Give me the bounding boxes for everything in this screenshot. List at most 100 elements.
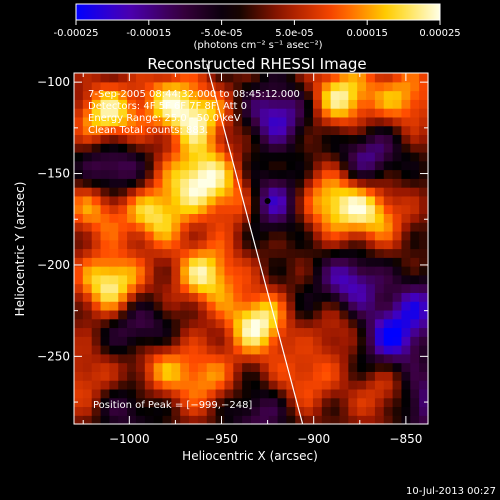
- heatmap-cell: [357, 99, 367, 109]
- heatmap-cell: [91, 230, 102, 241]
- heatmap-cell: [135, 99, 146, 109]
- heatmap-cell: [286, 388, 296, 399]
- heatmap-cell: [118, 213, 128, 223]
- heatmap-cell: [268, 353, 279, 364]
- heatmap-cell: [312, 301, 323, 311]
- heatmap-cell: [144, 125, 155, 136]
- heatmap-cell: [162, 222, 172, 232]
- heatmap-cell: [366, 283, 376, 293]
- heatmap-cell: [100, 301, 110, 311]
- heatmap-cell: [171, 160, 181, 171]
- heatmap-cell: [171, 125, 181, 136]
- heatmap-cell: [321, 309, 332, 320]
- heatmap-cell: [419, 309, 429, 320]
- heatmap-cell: [215, 125, 226, 136]
- heatmap-cell: [224, 90, 234, 100]
- heatmap-cell: [109, 309, 119, 320]
- heatmap-cell: [189, 187, 199, 197]
- heatmap-cell: [118, 230, 128, 241]
- heatmap-cell: [127, 353, 137, 364]
- heatmap-cell: [206, 266, 217, 276]
- heatmap-cell: [171, 116, 181, 127]
- heatmap-cell: [242, 195, 252, 206]
- heatmap-cell: [109, 213, 119, 223]
- heatmap-cell: [259, 116, 270, 127]
- heatmap-cell: [127, 222, 137, 232]
- x-tick-label: −1000: [109, 432, 150, 446]
- heatmap-cell: [277, 318, 287, 329]
- heatmap-cell: [295, 301, 305, 311]
- heatmap-cell: [268, 283, 279, 293]
- heatmap-cell: [82, 230, 93, 241]
- heatmap-cell: [383, 73, 394, 83]
- heatmap-cell: [144, 362, 155, 372]
- heatmap-cell: [233, 380, 243, 390]
- heatmap-cell: [180, 99, 190, 109]
- heatmap-cell: [82, 116, 93, 127]
- heatmap-cell: [82, 318, 93, 329]
- heatmap-cell: [74, 239, 84, 250]
- heatmap-cell: [82, 292, 93, 302]
- heatmap-cell: [233, 345, 243, 355]
- heatmap-cell: [153, 160, 164, 171]
- heatmap-cell: [419, 362, 429, 372]
- heatmap-cell: [162, 239, 172, 250]
- heatmap-cell: [144, 380, 155, 390]
- heatmap-cell: [259, 125, 270, 136]
- heatmap-cell: [339, 151, 349, 162]
- heatmap-cell: [259, 151, 270, 162]
- heatmap-cell: [366, 204, 376, 214]
- heatmap-cell: [135, 134, 146, 144]
- heatmap-cell: [109, 336, 119, 346]
- heatmap-cell: [339, 204, 349, 214]
- heatmap-cell: [295, 266, 305, 276]
- heatmap-cell: [401, 266, 411, 276]
- heatmap-cell: [277, 274, 287, 285]
- heatmap-cell: [339, 362, 349, 372]
- heatmap-cell: [330, 327, 341, 337]
- heatmap-cell: [374, 108, 385, 118]
- heatmap-cell: [295, 388, 305, 399]
- heatmap-cell: [144, 230, 155, 241]
- heatmap-cell: [357, 318, 367, 329]
- heatmap-cell: [348, 266, 358, 276]
- heatmap-cell: [171, 309, 181, 320]
- heatmap-cell: [135, 169, 146, 179]
- heatmap-cell: [392, 204, 403, 214]
- heatmap-cell: [206, 353, 217, 364]
- heatmap-cell: [312, 274, 323, 285]
- heatmap-cell: [304, 178, 314, 188]
- heatmap-cell: [82, 204, 93, 214]
- heatmap-cell: [251, 169, 261, 179]
- heatmap-cell: [286, 371, 296, 381]
- heatmap-cell: [242, 353, 252, 364]
- heatmap-cell: [419, 151, 429, 162]
- heatmap-cell: [242, 371, 252, 381]
- heatmap-cell: [189, 239, 199, 250]
- heatmap-cell: [268, 327, 279, 337]
- heatmap-cell: [82, 283, 93, 293]
- heatmap-cell: [251, 388, 261, 399]
- heatmap-cell: [383, 222, 394, 232]
- heatmap-cell: [383, 266, 394, 276]
- heatmap-cell: [330, 397, 341, 408]
- heatmap-cell: [197, 239, 208, 250]
- colorbar-gradient: [76, 4, 440, 20]
- heatmap-cell: [321, 248, 332, 258]
- heatmap-cell: [74, 309, 84, 320]
- heatmap-cell: [286, 345, 296, 355]
- heatmap-cell: [144, 160, 155, 171]
- heatmap-cell: [135, 248, 146, 258]
- heatmap-cell: [197, 345, 208, 355]
- heatmap-cell: [321, 99, 332, 109]
- heatmap-cell: [321, 90, 332, 100]
- heatmap-cell: [410, 318, 420, 329]
- heatmap-cell: [197, 380, 208, 390]
- heatmap-cell: [118, 195, 128, 206]
- heatmap-cell: [339, 380, 349, 390]
- heatmap-cell: [153, 178, 164, 188]
- heatmap-cell: [374, 213, 385, 223]
- heatmap-cell: [312, 230, 323, 241]
- heatmap-cell: [224, 336, 234, 346]
- heatmap-cell: [330, 345, 341, 355]
